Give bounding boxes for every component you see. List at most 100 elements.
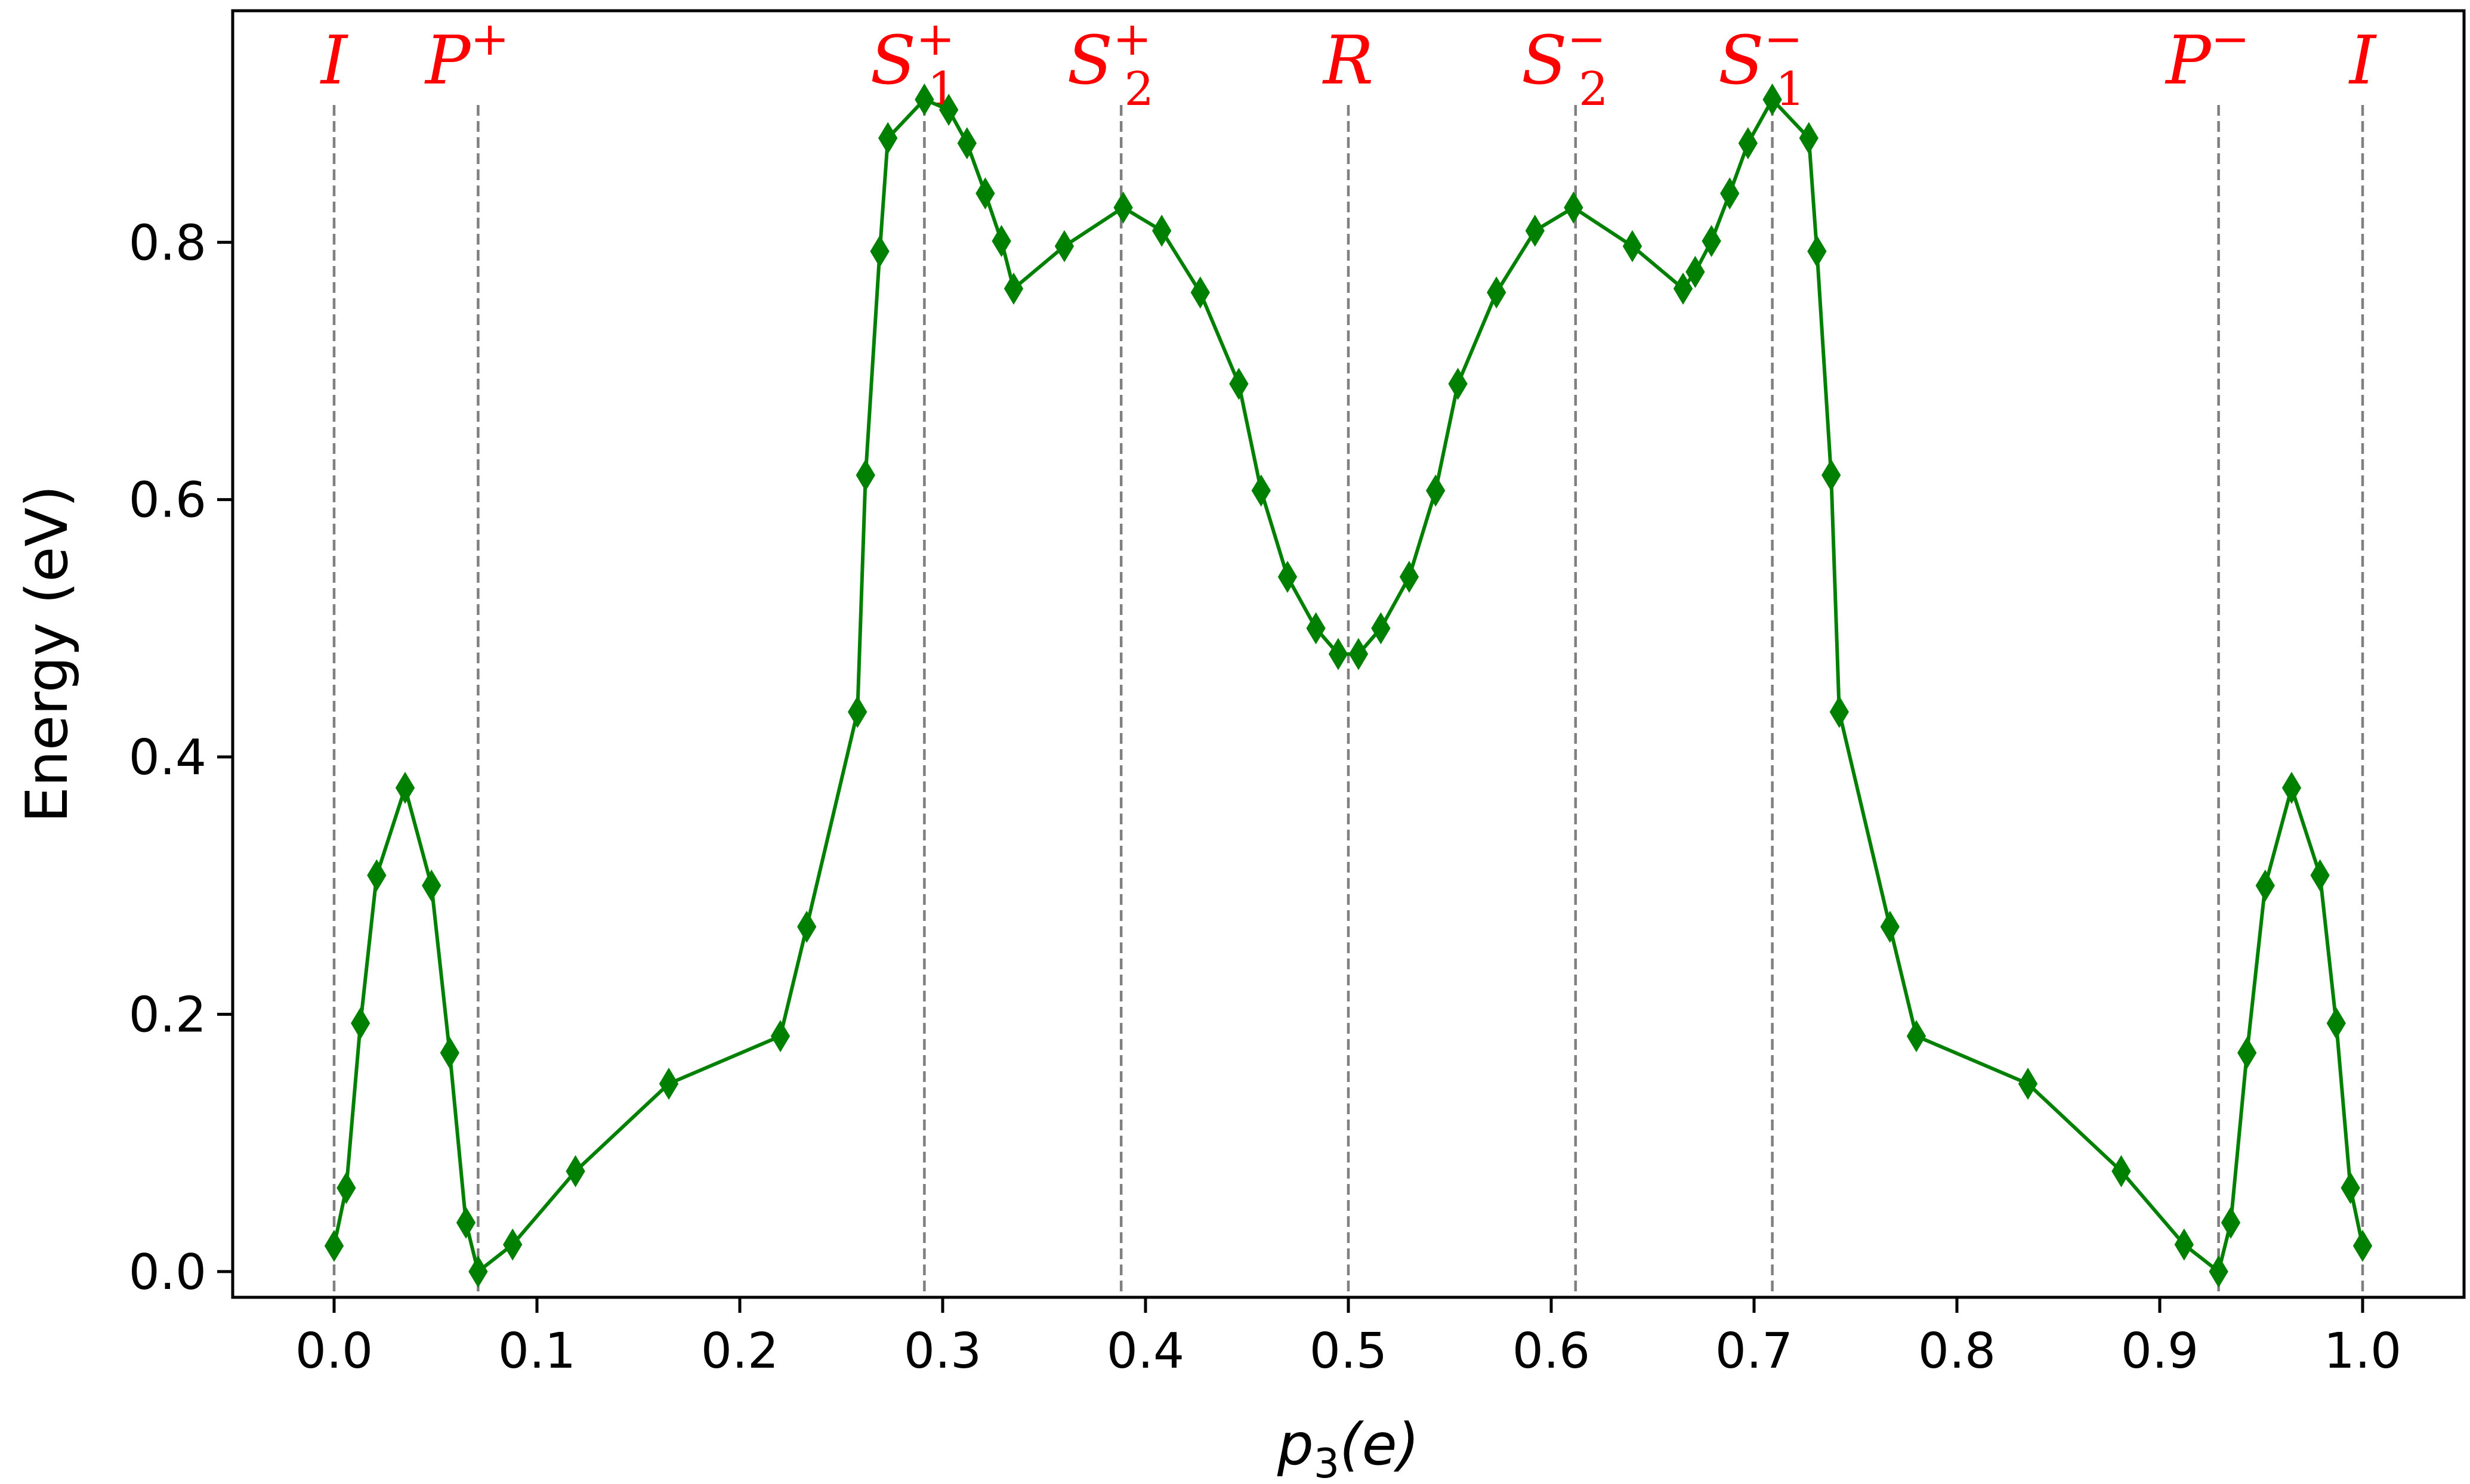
x-tick-label: 0.0: [295, 1323, 373, 1380]
data-point-marker: [1190, 276, 1210, 309]
data-point-marker: [1487, 276, 1506, 309]
x-axis-label-base: p: [1277, 1411, 1314, 1478]
data-point-marker: [1564, 191, 1583, 224]
reference-point-label: I: [320, 22, 349, 100]
data-point-marker: [797, 910, 817, 943]
x-tick-label: 0.9: [2121, 1323, 2199, 1380]
data-point-marker: [1426, 474, 1446, 507]
y-tick-label: 0.4: [129, 729, 206, 786]
reference-label-sub: 2: [1579, 63, 1608, 116]
data-point-marker: [1348, 638, 1369, 670]
reference-point-label: S− 2: [1521, 13, 1608, 116]
data-point-marker: [770, 1020, 791, 1053]
y-tick-label: 0.0: [129, 1244, 206, 1301]
data-point-marker: [503, 1228, 523, 1261]
data-point-marker: [2255, 869, 2275, 902]
data-point-marker: [939, 94, 959, 126]
data-point-marker: [456, 1206, 476, 1239]
data-point-marker: [1720, 177, 1740, 210]
reference-label-sup: −: [2211, 13, 2250, 66]
data-point-marker: [1277, 561, 1298, 593]
data-point-marker: [1004, 272, 1024, 305]
data-point-marker: [848, 695, 867, 728]
reference-label-sup: +: [916, 13, 955, 66]
data-point-marker: [1807, 235, 1827, 268]
data-point-marker: [1821, 459, 1841, 491]
data-point-marker: [1448, 367, 1468, 400]
data-point-marker: [2221, 1206, 2241, 1239]
data-point-marker: [1306, 612, 1326, 645]
reference-label-base: P: [2165, 22, 2212, 100]
data-point-marker: [367, 859, 387, 892]
data-point-marker: [1229, 367, 1249, 400]
x-axis-label-sub: 3: [1314, 1440, 1339, 1484]
data-point-marker: [566, 1155, 585, 1188]
series-line: [332, 97, 2364, 1273]
data-point-marker: [2341, 1171, 2360, 1204]
reference-label-base: I: [320, 22, 349, 100]
x-tick-label: 0.1: [498, 1323, 576, 1380]
data-point-marker: [856, 459, 875, 491]
data-point-marker: [440, 1037, 459, 1069]
data-point-marker: [422, 869, 441, 902]
data-point-marker: [2018, 1067, 2038, 1100]
data-point-marker: [1906, 1020, 1926, 1053]
data-point-marker: [2352, 1229, 2373, 1262]
data-point-marker: [915, 83, 934, 116]
reference-point-label: P−: [2165, 13, 2250, 100]
reference-point-label: I: [2348, 22, 2378, 100]
data-point-marker: [2237, 1037, 2257, 1069]
x-tick-label: 0.2: [701, 1323, 779, 1380]
y-tick-label: 0.2: [129, 987, 206, 1043]
data-point-marker: [2310, 859, 2330, 892]
reference-label-base: I: [2348, 22, 2378, 100]
x-axis-label-rest: (e): [1339, 1411, 1419, 1478]
data-point-marker: [351, 1007, 370, 1040]
reference-label-base: S: [1718, 22, 1764, 100]
data-point-marker: [2281, 771, 2302, 804]
data-point-marker: [395, 771, 415, 804]
reference-label-sup: +: [470, 13, 509, 66]
reference-label-sub: 2: [1124, 63, 1154, 116]
reference-point-labels: I P+ S+ 1 S+ 2 R S− 2 S− 1 P− I: [320, 13, 2378, 116]
data-point-marker: [1251, 474, 1271, 507]
x-axis-label: p3(e): [1277, 1411, 1419, 1484]
data-point-marker: [2111, 1155, 2131, 1188]
x-tick-label: 0.4: [1107, 1323, 1184, 1380]
data-point-marker: [659, 1067, 679, 1100]
data-point-marker: [870, 235, 890, 268]
data-point-marker: [2174, 1228, 2194, 1261]
data-point-marker: [1525, 214, 1545, 247]
y-tick-label: 0.8: [129, 215, 206, 271]
reference-point-label: P+: [424, 13, 510, 100]
x-tick-label: 1.0: [2324, 1323, 2401, 1380]
reference-point-label: S+ 2: [1067, 13, 1154, 116]
x-tick-label: 0.5: [1310, 1323, 1387, 1380]
reference-point-label: R: [1322, 22, 1373, 100]
reference-label-base: P: [424, 22, 471, 100]
reference-label-sup: −: [1764, 13, 1802, 66]
data-point-marker: [1685, 255, 1705, 288]
reference-point-label: S+ 1: [870, 13, 958, 116]
x-tick-label: 0.8: [1918, 1323, 1996, 1380]
data-point-marker: [975, 177, 995, 210]
data-point-marker: [992, 225, 1011, 258]
data-point-marker: [468, 1255, 488, 1288]
y-tick-label: 0.6: [129, 472, 206, 529]
x-axis-ticks: 0.0 0.1 0.2 0.3 0.4 0.5 0.6 0.7 0.8 0.9 1.0: [295, 1297, 2401, 1380]
data-point-marker: [1152, 214, 1172, 247]
data-point-marker: [1829, 695, 1849, 728]
x-tick-label: 0.3: [904, 1323, 981, 1380]
reference-label-base: R: [1322, 22, 1373, 100]
reference-label-sup: +: [1113, 13, 1151, 66]
data-point-marker: [1880, 910, 1900, 943]
data-point-marker: [1113, 191, 1133, 224]
reference-lines: [332, 105, 2364, 1297]
reference-label-sup: −: [1567, 13, 1606, 66]
data-point-marker: [1673, 272, 1693, 305]
data-point-marker: [1622, 230, 1642, 262]
data-point-marker: [1328, 638, 1348, 670]
data-point-marker: [1371, 612, 1391, 645]
data-point-marker: [1702, 225, 1721, 258]
data-point-marker: [1762, 83, 1782, 116]
